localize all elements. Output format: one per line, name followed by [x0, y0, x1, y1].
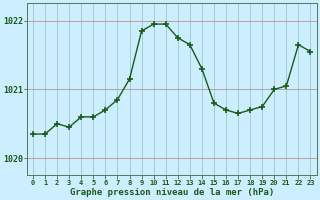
- X-axis label: Graphe pression niveau de la mer (hPa): Graphe pression niveau de la mer (hPa): [70, 188, 274, 197]
